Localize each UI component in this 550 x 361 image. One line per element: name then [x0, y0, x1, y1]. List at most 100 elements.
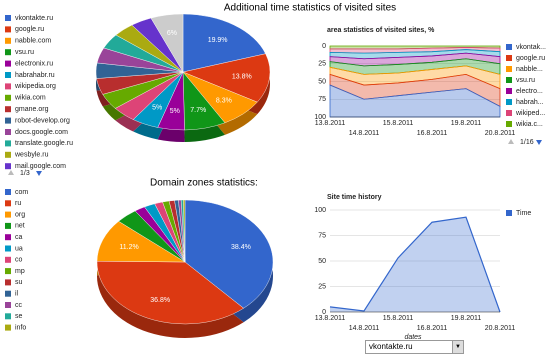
site-select[interactable]: vkontakte.ru ▼: [365, 340, 464, 354]
x-tick-label: 13.8.2011: [315, 120, 346, 127]
x-axis-title: dates: [404, 334, 422, 341]
legend-label: docs.google.com: [15, 129, 68, 136]
x-tick-label: 20.8.2011: [485, 130, 516, 137]
pie-slice: [96, 261, 244, 325]
legend-label: mp: [15, 268, 25, 275]
legend-swatch: [5, 245, 11, 252]
legend-swatch: [5, 106, 11, 113]
area-fill: [330, 217, 500, 312]
x-tick-label: 16.8.2011: [417, 325, 448, 332]
legend-label: se: [15, 313, 23, 320]
legend-label: nabble.com: [15, 38, 51, 45]
legend-swatch: [5, 94, 11, 101]
legend-swatch: [506, 99, 512, 105]
legend-swatch: [506, 88, 512, 94]
legend-swatch: [5, 211, 11, 218]
legend-label: wesbyle.ru: [14, 152, 49, 159]
legend-swatch: [5, 200, 11, 207]
pager-prev[interactable]: [508, 139, 514, 144]
x-tick-label: 19.8.2011: [451, 120, 482, 127]
legend-label: Time: [516, 210, 531, 217]
legend-label: wikipedia.org: [14, 83, 56, 90]
pie-slice: [182, 13, 266, 73]
legend-label: translate.google.ru: [15, 140, 73, 147]
legend-label: ua: [15, 245, 23, 252]
y-tick-label: 0: [322, 43, 326, 50]
legend-swatch: [5, 189, 11, 195]
legend-label: google.ru: [15, 26, 44, 33]
y-tick-label: 100: [314, 207, 326, 214]
legend-label: vkontakte.ru: [15, 15, 53, 22]
legend-swatch: [5, 37, 11, 44]
legend-label: wikia.c...: [515, 121, 543, 128]
legend-swatch: [5, 268, 11, 275]
legend-label: robot-develop.org: [15, 117, 70, 124]
slice-label: 19.9%: [208, 37, 228, 44]
y-tick-label: 50: [318, 258, 326, 265]
slice-label: 13.8%: [232, 73, 252, 80]
legend-swatch: [506, 121, 512, 127]
legend-swatch: [5, 117, 11, 124]
legend-swatch: [506, 66, 512, 72]
x-tick-label: 15.8.2011: [383, 120, 414, 127]
x-tick-label: 14.8.2011: [349, 130, 380, 137]
legend-swatch: [506, 44, 512, 50]
legend-swatch: [506, 77, 512, 83]
legend-swatch: [506, 110, 512, 116]
select-arrow: ▼: [452, 341, 463, 353]
x-tick-label: 13.8.2011: [315, 315, 346, 322]
legend-swatch: [5, 49, 11, 56]
legend-swatch: [5, 163, 11, 170]
chart-title: Domain zones statistics:: [150, 178, 258, 189]
pager-label: 1/3: [20, 170, 30, 177]
legend-label: wikia.com: [14, 95, 46, 102]
legend-swatch: [5, 72, 11, 78]
legend-label: mail.google.com: [15, 163, 66, 170]
legend-label: gmane.org: [15, 106, 49, 113]
pager-next[interactable]: [536, 140, 542, 145]
legend-label: nabble...: [516, 66, 543, 73]
slice-label: 5%: [170, 108, 180, 115]
legend-swatch: [5, 83, 11, 90]
x-tick-label: 20.8.2011: [485, 325, 516, 332]
legend-swatch: [5, 279, 11, 286]
page-title: Additional time statistics of visited si…: [224, 3, 396, 14]
legend-label: ca: [15, 234, 23, 241]
y-tick-label: 25: [318, 61, 326, 68]
x-tick-label: 14.8.2011: [349, 325, 380, 332]
legend-swatch: [5, 140, 11, 147]
slice-label: 11.2%: [119, 244, 138, 251]
legend-label: il: [15, 291, 19, 298]
select-value: vkontakte.ru: [369, 342, 413, 351]
legend-swatch: [5, 302, 11, 308]
slice-label: 5%: [152, 104, 162, 111]
legend-label: google.ru: [516, 55, 545, 62]
pie-slice: [183, 199, 186, 263]
pager-prev[interactable]: [8, 170, 14, 175]
series-line: [329, 216, 501, 313]
legend-label: co: [15, 257, 23, 264]
slice-label: 7.7%: [190, 107, 206, 114]
legend-swatch: [5, 256, 11, 263]
legend-label: vsu.ru: [516, 77, 535, 84]
legend-label: ru: [15, 200, 21, 207]
y-tick-label: 75: [318, 232, 326, 239]
legend-swatch: [5, 234, 11, 241]
legend-label: wikiped...: [515, 110, 545, 117]
pie-slice: [150, 13, 184, 73]
legend-label: electronix.ru: [15, 60, 53, 67]
pager-next[interactable]: [36, 171, 42, 176]
legend-label: vsu.ru: [15, 49, 34, 56]
legend-swatch: [506, 210, 512, 216]
chart-title: area statistics of visited sites, %: [327, 27, 435, 34]
legend-swatch: [5, 313, 11, 320]
slice-label: 6%: [167, 30, 177, 37]
legend-label: com: [15, 189, 28, 196]
y-tick-label: 100: [314, 114, 326, 121]
x-tick-label: 16.8.2011: [417, 130, 448, 137]
y-tick-label: 50: [318, 78, 326, 85]
legend-swatch: [5, 60, 11, 67]
legend-label: net: [15, 223, 25, 230]
